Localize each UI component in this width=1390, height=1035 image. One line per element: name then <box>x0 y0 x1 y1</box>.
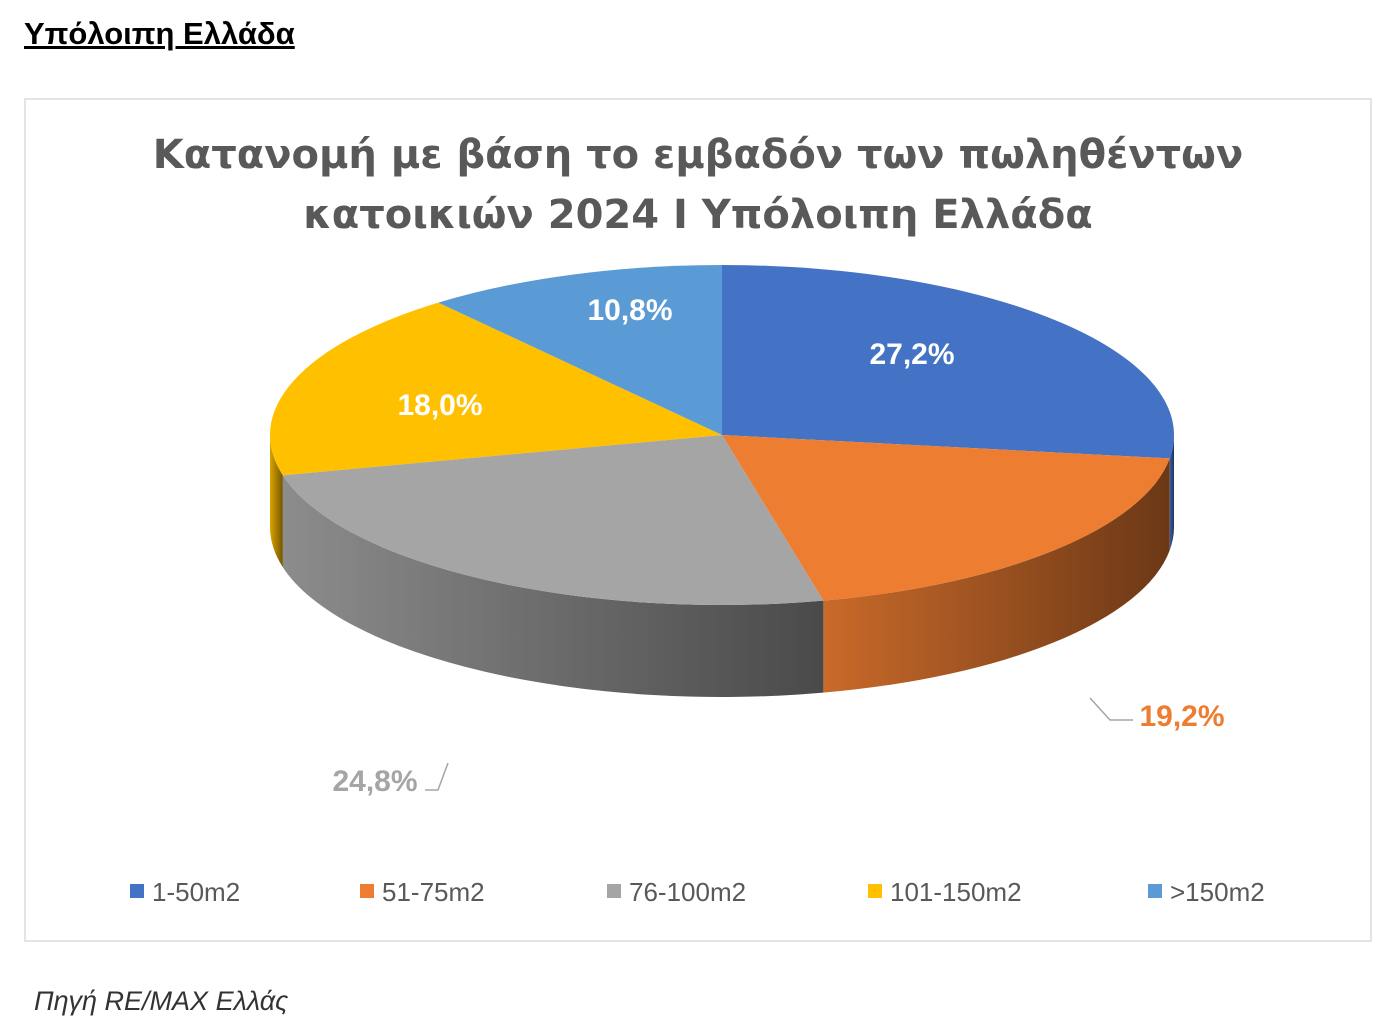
pie-slice-side-51-75m2 <box>823 458 1170 693</box>
section-heading: Υπόλοιπη Ελλάδα <box>24 16 295 51</box>
data-label: 24,8% <box>332 765 417 798</box>
legend-swatch <box>868 884 882 898</box>
legend-label: 101-150m2 <box>890 877 1022 907</box>
legend-swatch <box>360 884 374 898</box>
data-label: 19,2% <box>1139 700 1224 733</box>
chart-frame <box>24 98 1372 942</box>
pie-slice-side-76-100m2 <box>282 475 824 697</box>
legend-label: 1-50m2 <box>152 877 240 907</box>
legend-swatch <box>1148 884 1162 898</box>
source-note: Πηγή RE/MAX Ελλάς <box>34 986 289 1016</box>
pie-slice-76-100m2 <box>282 435 824 605</box>
legend-label: 51-75m2 <box>382 877 485 907</box>
data-label: 10,8% <box>587 294 672 327</box>
legend-swatch <box>130 884 144 898</box>
pie-slice-side-1-50m2 <box>1169 435 1174 551</box>
legend-label: >150m2 <box>1170 877 1265 907</box>
legend-swatch <box>607 884 621 898</box>
data-label: 27,2% <box>869 338 954 371</box>
data-label: 18,0% <box>397 389 482 422</box>
leader-line <box>425 762 449 791</box>
chart-title-line: κατοικιών 2024 Ι Υπόλοιπη Ελλάδα <box>303 192 1092 238</box>
pie-slice-101-150m2 <box>269 302 722 476</box>
pie-slice-1-50m2 <box>722 265 1174 459</box>
chart-title-line: Κατανομή με βάση το εμβαδόν των πωληθέντ… <box>153 132 1243 178</box>
legend-label: 76-100m2 <box>629 877 746 907</box>
pie-slice->150m2 <box>438 265 722 435</box>
leader-line <box>1089 697 1133 721</box>
pie-slice-side-101-150m2 <box>270 435 283 568</box>
pie-slice-51-75m2 <box>722 435 1170 601</box>
